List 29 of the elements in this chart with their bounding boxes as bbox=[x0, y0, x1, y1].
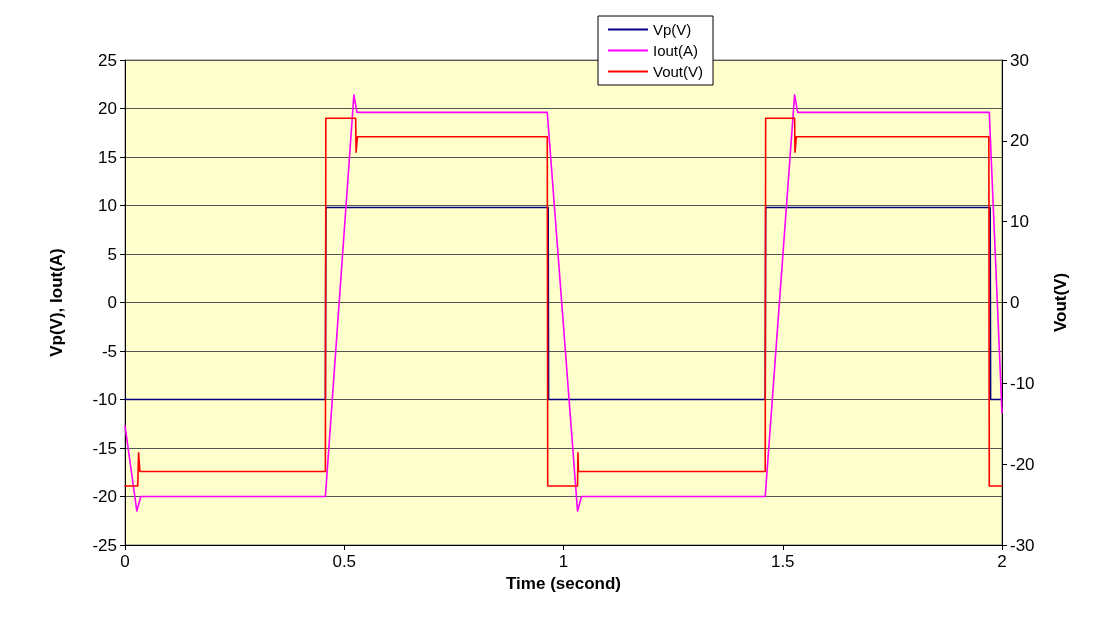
y2-tick-label: 0 bbox=[1010, 293, 1020, 312]
y-tick-label: 5 bbox=[107, 244, 117, 264]
y-tick-label: -15 bbox=[92, 438, 117, 458]
x-tick-label: 0 bbox=[120, 552, 130, 571]
x-tick-label: 1.5 bbox=[770, 552, 795, 571]
y2-tick-label: -10 bbox=[1010, 373, 1035, 393]
legend-label: Vp(V) bbox=[653, 21, 692, 38]
x-axis-title: Time (second) bbox=[506, 573, 621, 593]
y-tick-label: -25 bbox=[92, 535, 117, 555]
y-tick-label: 10 bbox=[98, 196, 117, 215]
x-tick-label: 1 bbox=[558, 552, 569, 571]
y2-tick-label: 30 bbox=[1010, 50, 1029, 70]
y2-tick-label: -20 bbox=[1010, 454, 1035, 474]
legend-label: Iout(A) bbox=[653, 42, 699, 59]
y-tick-label: 0 bbox=[107, 293, 117, 312]
legend-label: Vout(V) bbox=[653, 63, 704, 80]
y2-tick-label: 20 bbox=[1010, 131, 1029, 151]
x-tick-label: 2 bbox=[997, 552, 1007, 571]
y-tick-label: -5 bbox=[101, 341, 117, 361]
x-tick-label: 0.5 bbox=[332, 552, 357, 571]
y2-tick-label: -30 bbox=[1010, 535, 1035, 555]
y2-axis-title: Vout(V) bbox=[1051, 272, 1070, 333]
y-tick-label: 15 bbox=[98, 147, 117, 167]
y-axis-title: Vp(V), Iout(A) bbox=[47, 248, 66, 357]
y-tick-label: -10 bbox=[92, 390, 117, 409]
y-tick-label: -20 bbox=[92, 487, 117, 506]
y2-tick-label: 10 bbox=[1010, 212, 1029, 232]
y-tick-label: 20 bbox=[98, 99, 117, 118]
y-tick-label: 25 bbox=[98, 50, 117, 70]
